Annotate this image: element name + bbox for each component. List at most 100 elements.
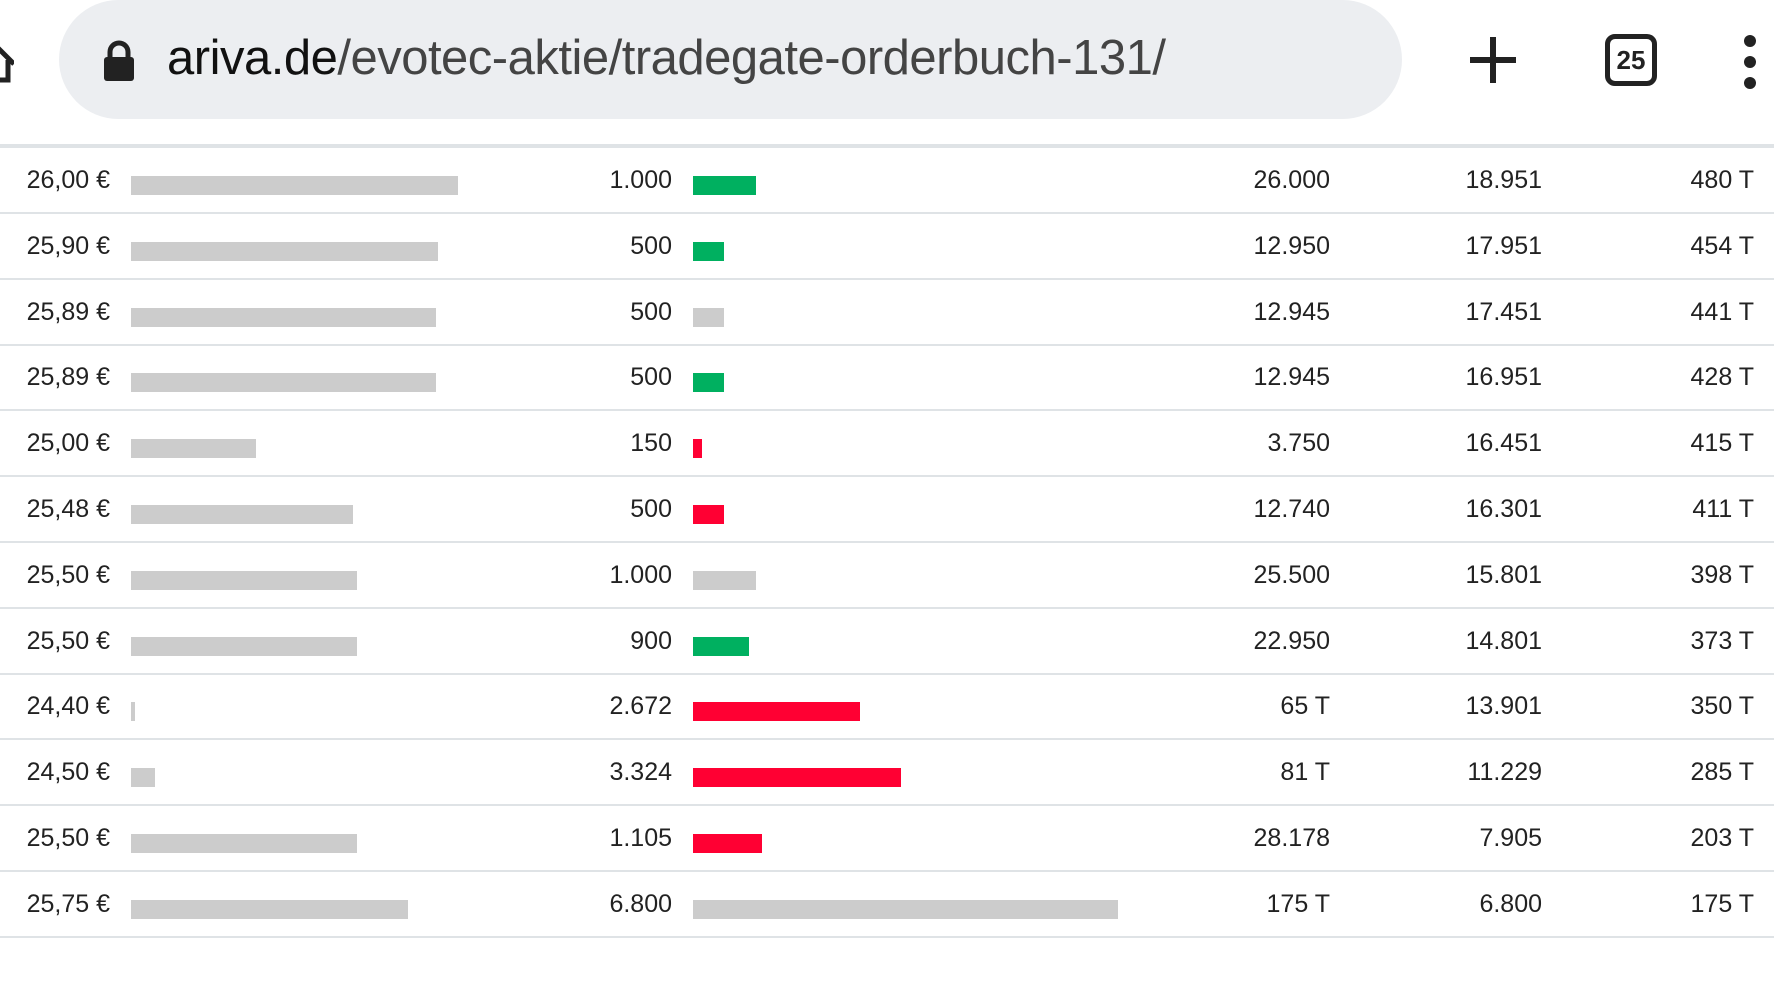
url-host: ariva.de	[167, 31, 338, 85]
more-menu-icon[interactable]	[1740, 34, 1760, 90]
order-turnover: 26.000	[1253, 166, 1330, 194]
volume-bar-sell	[693, 834, 763, 853]
price-bar	[131, 702, 136, 722]
price-bar	[131, 176, 458, 195]
cumulative-turnover: 454 T	[1690, 231, 1754, 260]
order-turnover: 81 T	[1280, 758, 1330, 787]
home-icon[interactable]	[0, 44, 14, 84]
order-turnover: 12.740	[1253, 495, 1330, 523]
address-bar[interactable]	[59, 0, 1402, 119]
order-volume: 500	[630, 231, 672, 260]
table-row: 26,00 € 1.000 26.000 18.951 480 T	[0, 148, 1774, 214]
table-row: 24,50 € 3.324 81 T 11.229 285 T	[0, 740, 1774, 807]
table-row: 25,90 € 500 12.950 17.951 454 T	[0, 214, 1774, 280]
order-turnover: 12.945	[1253, 363, 1330, 392]
cumulative-turnover: 175 T	[1690, 889, 1754, 918]
lock-icon[interactable]	[102, 40, 136, 82]
price-bar	[131, 570, 358, 590]
url-path: /evotec-aktie/tradegate-orderbuch-131/	[337, 31, 1166, 85]
cumulative-turnover: 411 T	[1692, 495, 1754, 523]
tab-switcher-button[interactable]: 25	[1605, 34, 1657, 86]
order-price: 25,00 €	[26, 429, 110, 458]
order-price: 25,89 €	[26, 363, 110, 392]
price-bar	[131, 373, 436, 393]
browser-toolbar: ariva.de/evotec-aktie/tradegate-orderbuc…	[0, 0, 1774, 140]
order-volume: 1.000	[609, 166, 672, 194]
order-price: 25,89 €	[26, 297, 110, 326]
order-price: 25,48 €	[26, 495, 110, 523]
price-bar	[131, 241, 438, 261]
order-price: 26,00 €	[26, 166, 110, 194]
price-bar	[131, 899, 408, 919]
table-row: 25,48 € 500 12.740 16.301 411 T	[0, 477, 1774, 543]
table-row: 24,40 € 2.672 65 T 13.901 350 T	[0, 674, 1774, 741]
cumulative-turnover: 398 T	[1690, 560, 1754, 589]
price-bar	[131, 636, 358, 656]
volume-bar-buy	[693, 176, 756, 195]
order-price: 25,50 €	[26, 824, 110, 852]
order-price: 25,50 €	[26, 626, 110, 655]
url-text[interactable]: ariva.de/evotec-aktie/tradegate-orderbuc…	[167, 30, 1166, 86]
order-volume: 6.800	[609, 889, 672, 918]
new-tab-plus-icon[interactable]	[1468, 35, 1518, 85]
order-volume: 150	[630, 429, 672, 458]
cumulative-turnover: 480 T	[1690, 166, 1754, 194]
cumulative-turnover: 373 T	[1690, 626, 1754, 655]
order-price: 25,75 €	[26, 889, 110, 918]
order-turnover: 3.750	[1267, 429, 1330, 458]
cumulative-volume: 18.951	[1465, 166, 1542, 194]
cumulative-volume: 7.905	[1479, 824, 1542, 852]
order-turnover: 28.178	[1253, 824, 1330, 852]
volume-bar-neutral	[693, 899, 1118, 919]
cumulative-volume: 15.801	[1465, 560, 1542, 589]
cumulative-volume: 16.301	[1465, 495, 1542, 523]
order-price: 25,90 €	[26, 231, 110, 260]
order-turnover: 175 T	[1266, 889, 1330, 918]
volume-bar-sell	[693, 505, 725, 524]
price-bar	[131, 307, 436, 327]
cumulative-volume: 16.951	[1465, 363, 1542, 392]
order-volume: 900	[630, 626, 672, 655]
order-volume: 2.672	[609, 692, 672, 721]
volume-bar-sell	[693, 702, 860, 722]
table-row: 25,50 € 1.000 25.500 15.801 398 T	[0, 543, 1774, 609]
order-volume: 500	[630, 297, 672, 326]
cumulative-turnover: 203 T	[1690, 824, 1754, 852]
order-volume: 3.324	[609, 758, 672, 787]
price-bar	[131, 768, 156, 788]
cumulative-volume: 11.229	[1467, 758, 1542, 787]
volume-bar-buy	[693, 241, 725, 261]
order-turnover: 25.500	[1253, 560, 1330, 589]
cumulative-turnover: 428 T	[1690, 363, 1754, 392]
table-row: 25,50 € 1.105 28.178 7.905 203 T	[0, 806, 1774, 872]
cumulative-volume: 13.901	[1465, 692, 1542, 721]
volume-bar-neutral	[693, 307, 725, 327]
table-row: 25,89 € 500 12.945 17.451 441 T	[0, 280, 1774, 346]
order-turnover: 65 T	[1280, 692, 1330, 721]
price-bar	[131, 439, 257, 459]
order-volume: 1.105	[609, 824, 672, 852]
volume-bar-neutral	[693, 570, 756, 590]
divider	[0, 144, 1774, 148]
price-bar	[131, 834, 358, 853]
volume-bar-buy	[693, 373, 725, 393]
order-volume: 500	[630, 363, 672, 392]
order-price: 24,40 €	[26, 692, 110, 721]
table-row: 25,89 € 500 12.945 16.951 428 T	[0, 345, 1774, 412]
cumulative-volume: 17.451	[1465, 297, 1542, 326]
order-volume: 500	[630, 495, 672, 523]
cumulative-turnover: 350 T	[1690, 692, 1754, 721]
table-row: 25,00 € 150 3.750 16.451 415 T	[0, 411, 1774, 478]
price-bar	[131, 505, 354, 524]
cumulative-volume: 16.451	[1465, 429, 1542, 458]
table-row: 25,75 € 6.800 175 T 6.800 175 T	[0, 872, 1774, 938]
table-row: 25,50 € 900 22.950 14.801 373 T	[0, 609, 1774, 675]
order-turnover: 12.945	[1253, 297, 1330, 326]
volume-bar-sell	[693, 768, 901, 788]
order-price: 24,50 €	[26, 758, 110, 787]
order-turnover: 22.950	[1253, 626, 1330, 655]
cumulative-turnover: 285 T	[1690, 758, 1754, 787]
cumulative-volume: 14.801	[1465, 626, 1542, 655]
cumulative-volume: 17.951	[1465, 231, 1542, 260]
cumulative-volume: 6.800	[1479, 889, 1542, 918]
